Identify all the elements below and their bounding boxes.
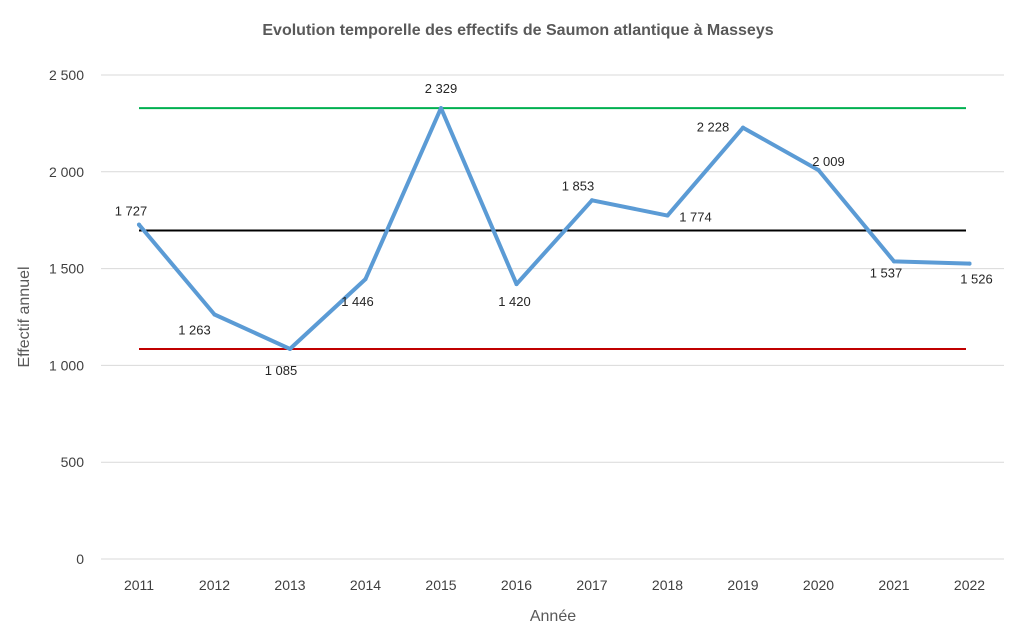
data-point (892, 259, 896, 264)
data-labels: 1 727 1 263 1 085 1 446 2 329 1 420 1 853 1 774… (115, 81, 993, 378)
x-tick-label: 2014 (350, 577, 381, 593)
x-tick-label: 2016 (501, 577, 532, 593)
x-tick-label: 2022 (954, 577, 985, 593)
data-label: 1 537 (870, 265, 903, 280)
x-tick-label: 2017 (576, 577, 607, 593)
data-point (816, 168, 821, 173)
x-axis-ticks: 2011 2012 2013 2014 2015 2016 2017 2018 2019 2020… (124, 577, 985, 593)
data-point (967, 261, 972, 266)
x-tick-label: 2021 (878, 577, 909, 593)
x-tick-label: 2012 (199, 577, 230, 593)
data-point (741, 125, 745, 130)
data-label: 1 263 (178, 322, 211, 337)
data-point (590, 198, 594, 203)
data-point (137, 222, 141, 227)
data-point (288, 346, 292, 351)
data-point (665, 213, 670, 218)
data-point (439, 106, 443, 111)
x-tick-label: 2019 (727, 577, 758, 593)
data-label: 1 853 (562, 178, 595, 193)
data-label: 1 420 (498, 294, 531, 309)
y-axis-ticks: 0 500 1 000 1 500 2 000 2 500 (49, 67, 84, 567)
x-tick-label: 2013 (274, 577, 305, 593)
data-label: 1 727 (115, 204, 148, 219)
y-tick-label: 1 000 (49, 357, 84, 373)
series-group (137, 106, 972, 351)
x-tick-label: 2020 (803, 577, 834, 593)
chart-title: Evolution temporelle des effectifs de Sa… (262, 22, 773, 39)
data-label: 2 009 (812, 154, 845, 169)
y-tick-label: 0 (76, 551, 84, 567)
data-point (212, 312, 217, 317)
data-label: 1 774 (679, 210, 712, 225)
data-label: 1 526 (960, 272, 993, 287)
x-tick-label: 2015 (425, 577, 456, 593)
y-tick-label: 500 (61, 454, 85, 470)
data-label: 1 085 (265, 363, 298, 378)
y-tick-label: 1 500 (49, 261, 84, 277)
x-axis-label: Année (530, 608, 576, 625)
y-axis-label: Effectif annuel (16, 266, 33, 367)
x-tick-label: 2018 (652, 577, 683, 593)
y-tick-label: 2 500 (49, 67, 84, 83)
x-tick-label: 2011 (124, 577, 154, 593)
data-label: 1 446 (341, 294, 374, 309)
data-point (514, 282, 519, 287)
reference-lines (139, 107, 966, 350)
gridlines (101, 74, 1004, 560)
data-label: 2 228 (697, 120, 730, 135)
data-label: 2 329 (425, 81, 458, 96)
data-point (363, 277, 368, 282)
y-tick-label: 2 000 (49, 164, 84, 180)
series-line (137, 106, 972, 351)
